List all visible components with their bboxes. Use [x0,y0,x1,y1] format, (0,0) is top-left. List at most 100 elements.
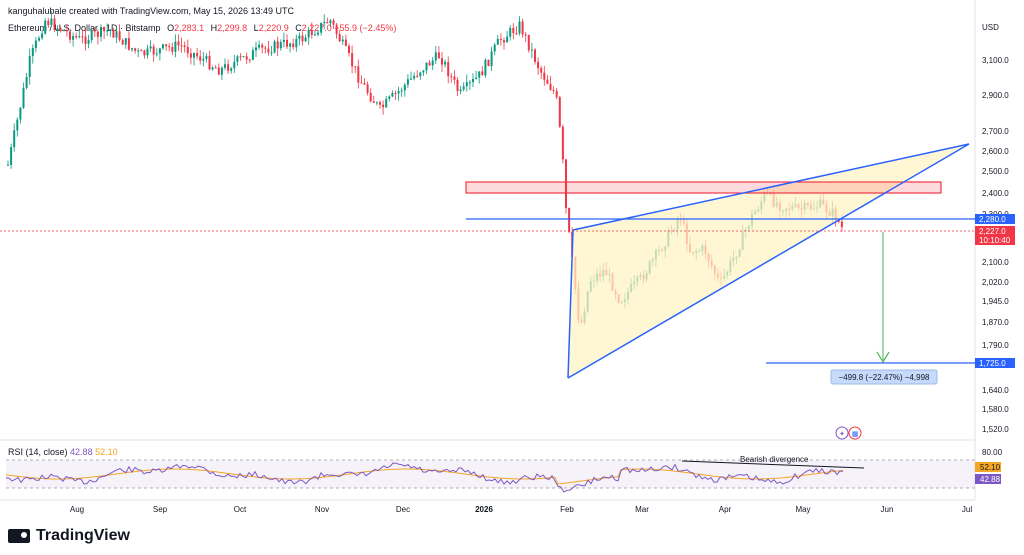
candle-body [13,130,16,148]
candle-body [512,27,515,34]
event-icon[interactable] [835,426,849,440]
candle-body [456,79,459,92]
candle-body [701,245,704,251]
candle-body [676,219,679,230]
candle-body [552,89,555,91]
candle-body [413,75,416,79]
candle-body [450,76,453,78]
rsi-axis-80: 80.00 [982,448,1003,457]
candle-body [757,209,760,212]
candle-body [735,256,738,258]
candle-body [199,56,202,61]
candle-body [568,208,571,232]
candle-body [289,43,292,47]
candle-body [357,66,360,83]
candle-body [571,231,574,257]
candle-body [614,290,617,295]
candlestick-series [7,11,843,325]
candle-body [840,221,843,228]
candle-body [313,34,316,36]
candle-body [186,46,189,54]
rsi-ma-tag-label: 52.10 [980,463,1001,472]
candle-body [202,58,205,61]
candle-body [620,301,623,303]
rsi-legend[interactable]: RSI (14, close) 42.88 52.10 [8,447,118,457]
candle-body [577,288,580,321]
candle-body [22,87,25,108]
measure-label: −499.8 (−22.47%) −4,998 [839,373,931,382]
candle-body [487,59,490,67]
symbol-title[interactable]: Ethereum / U.S. Dollar · 1D · Bitstamp [8,23,161,33]
candle-body [143,50,146,56]
candle-body [754,211,757,215]
candle-body [403,84,406,91]
candle-body [630,284,633,292]
candle-body [679,219,682,221]
candle-body [465,82,468,87]
candle-body [654,250,657,260]
candle-body [391,92,394,97]
candle-body [38,38,40,41]
brand-name: TradingView [36,527,130,544]
flag-icon[interactable] [848,426,862,440]
candle-body [19,107,22,120]
time-tick: Nov [315,505,329,514]
candle-body [707,253,710,261]
candle-body [549,83,552,90]
measure-box [830,369,938,385]
price-label: 2,227.0 [979,227,1006,236]
candle-body [509,27,512,37]
candle-body [25,76,28,88]
candle-body [360,82,363,84]
candle-body [338,34,341,42]
time-tick: Jul [962,505,972,514]
candle-body [382,104,385,108]
candle-body [193,53,195,58]
candle-body [81,36,84,38]
candle-body [462,86,465,90]
candle-body [146,48,149,56]
candle-body [803,202,806,210]
rsi-line [5,462,844,493]
candle-body [605,269,608,276]
candle-body [813,208,815,210]
candle-body [751,214,753,226]
price-tick: 1,945.0 [982,297,1009,306]
price-tick: 1,790.0 [982,341,1009,350]
candle-body [698,250,701,252]
candle-body [162,44,164,49]
candle-body [493,44,496,52]
candle-body [245,56,248,60]
candle-body [716,273,719,278]
candle-body [34,40,37,48]
candle-body [602,269,605,277]
candle-body [723,275,726,279]
candle-body [211,67,214,70]
candle-body [183,45,186,47]
candle-body [233,61,236,69]
rsi-tag-label: 42.88 [980,475,1001,484]
candle-body [416,75,419,77]
candle-body [453,76,456,80]
candle-body [431,60,434,66]
time-tick: Mar [635,505,649,514]
candle-body [738,249,741,257]
candle-body [366,84,369,93]
candle-body [744,229,747,232]
candle-body [617,294,620,303]
candle-body [611,273,614,291]
candle-body [769,193,772,195]
candle-body [819,199,822,208]
candle-body [348,45,350,54]
candle-body [713,265,716,274]
candle-body [174,41,177,52]
candle-body [351,53,354,67]
time-tick: Feb [560,505,574,514]
tradingview-logo[interactable]: TradingView [8,527,130,545]
candle-body [540,68,543,73]
candle-body [726,272,729,276]
candle-body [344,39,347,46]
price-label: 1,725.0 [979,359,1006,368]
close-label: C [295,23,302,33]
